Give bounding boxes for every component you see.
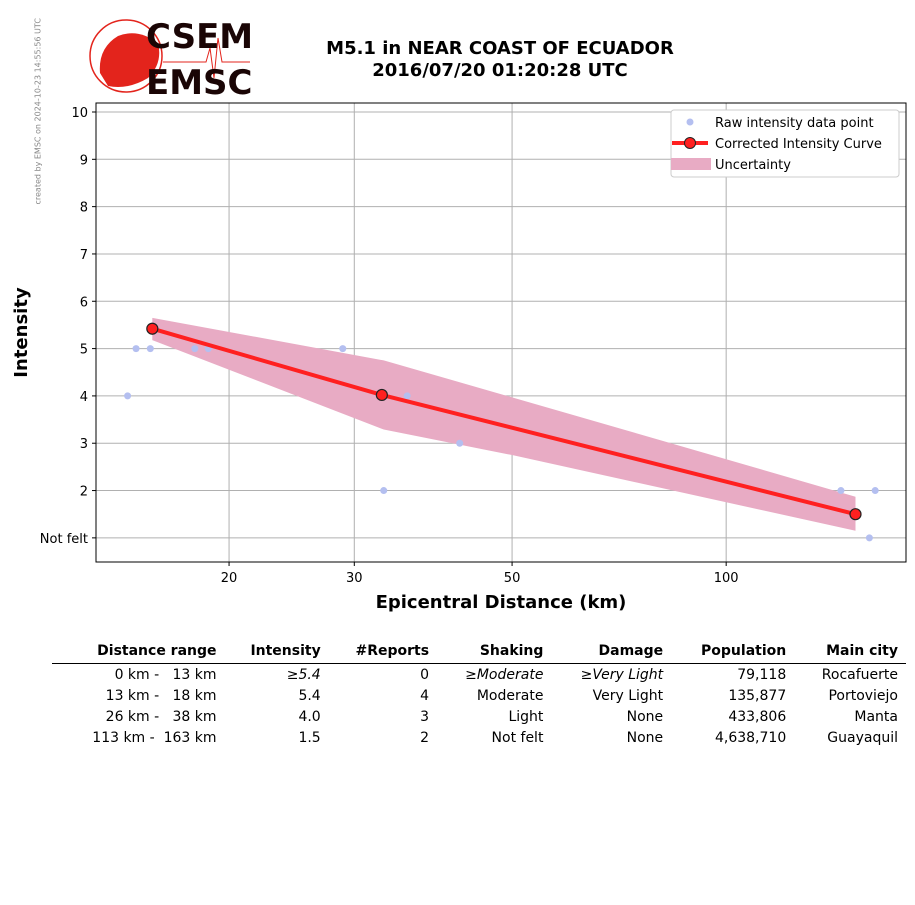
raw-data-point xyxy=(871,487,879,495)
y-tick-label: 9 xyxy=(80,153,88,168)
x-tick-label: 30 xyxy=(346,571,363,586)
cell-population: 135,877 xyxy=(728,688,787,704)
cell-damage: None xyxy=(626,709,664,725)
emsc-logo: CSEM EMSC xyxy=(88,17,258,104)
plot-frame xyxy=(95,102,907,563)
cell-shaking: Not felt xyxy=(491,730,544,746)
cell-city: Rocafuerte xyxy=(821,667,898,683)
y-tick-label: 8 xyxy=(80,201,88,216)
cell-population: 4,638,710 xyxy=(714,730,787,746)
raw-data-point xyxy=(124,392,132,400)
curve-marker xyxy=(849,508,862,521)
table-row: 13 km - 18 km 5.4 4 Moderate Very Light 135,8… xyxy=(52,685,906,706)
raw-data-point xyxy=(865,534,873,542)
y-axis-label: Intensity xyxy=(11,287,32,378)
cell-city: Manta xyxy=(854,709,898,725)
legend-raw-marker xyxy=(686,118,694,126)
cell-damage: None xyxy=(626,730,664,746)
cell-reports: 2 xyxy=(420,730,430,746)
cell-range: 13 km - 18 km xyxy=(105,688,217,704)
raw-data-point xyxy=(837,487,845,495)
raw-data-point xyxy=(132,345,140,353)
cell-population: 433,806 xyxy=(728,709,787,725)
cell-intensity: 5.4 xyxy=(298,688,321,704)
x-tick-label: 20 xyxy=(221,571,238,586)
curve-marker xyxy=(375,388,388,402)
column-header: Distance range xyxy=(52,642,225,664)
cell-damage: Very Light xyxy=(592,688,664,704)
cell-shaking: Light xyxy=(508,709,544,725)
title-time: 2016/07/20 01:20:28 UTC xyxy=(372,60,628,81)
intensity-table: Distance range Intensity #Reports Shaking Da… xyxy=(52,642,906,748)
raw-data-point xyxy=(403,392,411,400)
column-header: Shaking xyxy=(437,642,552,664)
cell-range: 0 km - 13 km xyxy=(114,667,217,683)
column-header: Main city xyxy=(794,642,906,664)
legend-box xyxy=(670,109,900,178)
cell-reports: 0 xyxy=(420,667,430,683)
cell-reports: 4 xyxy=(420,688,430,704)
legend-label: Raw intensity data point xyxy=(715,116,874,131)
y-tick-label: 10 xyxy=(71,106,88,121)
title-event: M5.1 in NEAR COAST OF ECUADOR xyxy=(326,38,674,59)
legend-band-swatch xyxy=(671,158,711,170)
cell-range: 26 km - 38 km xyxy=(105,709,217,725)
intensity-chart: Not felt 2 3 4 5 6 7 8 9 10 20 30 50 100 Epicentral Di… xyxy=(11,102,907,613)
logo-graphic: CSEM EMSC xyxy=(89,17,253,103)
y-tick-label: Not felt xyxy=(40,532,88,547)
legend-curve-marker xyxy=(684,137,696,149)
raw-data-point xyxy=(339,345,347,353)
cell-population: 79,118 xyxy=(737,667,787,683)
column-header: Damage xyxy=(551,642,672,664)
y-tick-label: 6 xyxy=(80,295,88,310)
legend-label: Corrected Intensity Curve xyxy=(715,137,882,152)
svg-text:CSEM: CSEM xyxy=(146,18,253,57)
cell-shaking: Moderate xyxy=(476,688,544,704)
x-tick-label: 100 xyxy=(714,571,739,586)
raw-data-point xyxy=(146,345,154,353)
table-header-row: Distance range Intensity #Reports Shaking Da… xyxy=(52,642,906,664)
table-row: 113 km - 163 km 1.5 2 Not felt None 4,638,710… xyxy=(52,727,906,748)
column-header: Intensity xyxy=(224,642,329,664)
raw-data-point xyxy=(380,487,388,495)
cell-city: Guayaquil xyxy=(827,730,898,746)
x-tick-label: 50 xyxy=(504,571,521,586)
y-tick-label: 2 xyxy=(80,485,88,500)
cell-intensity: 4.0 xyxy=(298,709,321,725)
legend-label: Uncertainty xyxy=(715,158,791,173)
cell-range: 113 km - 163 km xyxy=(92,730,217,746)
y-tick-label: 5 xyxy=(80,343,88,358)
table-row: 0 km - 13 km ≥5.4 0 ≥Moderate ≥Very Light 79,… xyxy=(52,664,906,686)
svg-text:EMSC: EMSC xyxy=(146,63,253,100)
cell-shaking: ≥Moderate xyxy=(465,667,544,683)
y-tick-label: 3 xyxy=(80,437,88,452)
column-header: Population xyxy=(671,642,795,664)
y-tick-label: 4 xyxy=(80,390,88,405)
raw-data-point xyxy=(456,439,464,447)
cell-reports: 3 xyxy=(420,709,430,725)
cell-damage: ≥Very Light xyxy=(580,667,664,683)
chart-title: M5.1 in NEAR COAST OF ECUADOR 2016/07/20… xyxy=(300,38,700,82)
cell-intensity: ≥5.4 xyxy=(286,667,321,683)
column-header: #Reports xyxy=(328,642,438,664)
y-tick-label: 7 xyxy=(80,248,88,263)
curve-marker xyxy=(146,322,159,335)
raw-data-point xyxy=(191,345,199,353)
cell-intensity: 1.5 xyxy=(298,730,321,746)
table-row: 26 km - 38 km 4.0 3 Light None 433,806 Manta xyxy=(52,706,906,727)
cell-city: Portoviejo xyxy=(828,688,898,704)
x-axis-label: Epicentral Distance (km) xyxy=(376,592,627,613)
